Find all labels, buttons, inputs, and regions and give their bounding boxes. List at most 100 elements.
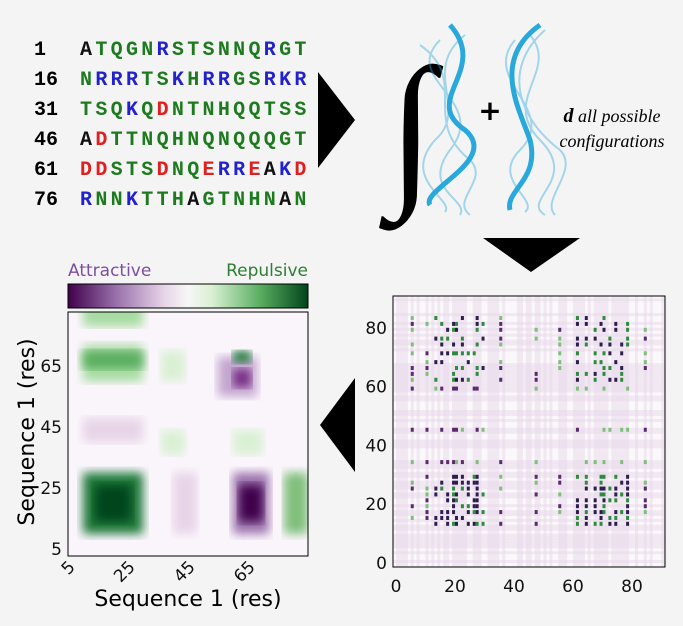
cell xyxy=(602,371,606,376)
y-tick-label: 65 xyxy=(40,357,62,377)
cell xyxy=(410,386,414,391)
cell xyxy=(472,474,476,479)
cell xyxy=(460,377,464,382)
cell xyxy=(410,515,414,520)
cell xyxy=(452,327,456,332)
y-tick-label: 80 xyxy=(365,319,387,339)
cell xyxy=(481,521,485,526)
cell xyxy=(584,504,588,509)
cell xyxy=(440,486,444,491)
x-tick-label: 5 xyxy=(58,557,80,579)
residue: H xyxy=(248,189,263,212)
cell xyxy=(620,480,624,485)
cell xyxy=(614,321,618,326)
cell xyxy=(481,427,485,432)
cell xyxy=(440,351,444,356)
cell xyxy=(475,371,479,376)
cell xyxy=(475,386,479,391)
cell xyxy=(558,366,562,371)
cell xyxy=(599,486,603,491)
cell xyxy=(599,510,603,515)
cell xyxy=(599,474,603,479)
cell xyxy=(614,498,618,503)
x-tick-label: 60 xyxy=(562,577,584,597)
heat-blob xyxy=(83,350,143,370)
residue: R xyxy=(264,69,279,92)
residue: D xyxy=(95,159,110,182)
cell xyxy=(584,498,588,503)
cell xyxy=(452,386,456,391)
cell xyxy=(440,427,444,432)
residues: DDSTSDNQERREAKD xyxy=(80,159,310,182)
cell xyxy=(534,460,538,465)
colorbar-high-label: Repulsive xyxy=(226,261,308,281)
residue: Q xyxy=(264,129,279,152)
cell xyxy=(466,360,470,365)
cell xyxy=(620,460,624,465)
residue: N xyxy=(218,129,233,152)
stripe xyxy=(393,386,665,390)
cell xyxy=(452,504,456,509)
cell xyxy=(475,321,479,326)
cell xyxy=(452,351,456,356)
x-tick-label: 20 xyxy=(444,577,466,597)
cell xyxy=(575,521,579,526)
cell xyxy=(575,498,579,503)
cell xyxy=(643,327,647,332)
cell xyxy=(481,321,485,326)
residue: T xyxy=(218,189,233,212)
residue: D xyxy=(157,99,172,122)
cell xyxy=(446,327,450,332)
cell xyxy=(410,366,414,371)
cell xyxy=(410,316,414,321)
measure-text: d all possible xyxy=(563,105,660,127)
cell xyxy=(608,498,612,503)
y-tick-label: 45 xyxy=(40,418,62,438)
cell xyxy=(602,351,606,356)
cell xyxy=(599,342,603,347)
heat-blob xyxy=(161,350,185,382)
stripe xyxy=(393,342,665,346)
cell xyxy=(460,474,464,479)
stripe xyxy=(558,296,562,567)
y-tick-label: 40 xyxy=(365,436,387,456)
cell xyxy=(446,460,450,465)
cell xyxy=(455,321,458,326)
cell xyxy=(455,498,458,503)
cell xyxy=(440,386,444,391)
cell xyxy=(593,510,597,515)
cell xyxy=(614,521,618,526)
cell xyxy=(620,377,624,382)
cell xyxy=(410,327,414,332)
cell xyxy=(575,510,579,515)
cell xyxy=(558,342,562,347)
residue: R xyxy=(218,69,233,92)
cell xyxy=(643,486,647,491)
cell xyxy=(460,480,464,485)
cell xyxy=(460,515,464,520)
residue: Q xyxy=(233,129,248,152)
cell xyxy=(460,427,464,432)
residue: N xyxy=(80,69,95,92)
cell xyxy=(558,360,562,365)
arrow-down xyxy=(483,238,580,272)
cell xyxy=(499,327,503,332)
ticks: 5 25 45 65 5 25 45 65 0 20 40 60 80 0 20 40 60 80 xyxy=(40,319,642,597)
right-heatmap xyxy=(393,296,665,567)
residue: S xyxy=(203,39,218,62)
cell xyxy=(410,377,414,382)
residue: S xyxy=(95,99,110,122)
cell xyxy=(455,515,458,520)
stripe xyxy=(649,296,653,567)
cell xyxy=(499,336,503,341)
residue: A xyxy=(80,129,95,152)
cell xyxy=(558,351,562,356)
cell xyxy=(575,371,579,376)
cell xyxy=(472,480,476,485)
cell xyxy=(534,371,538,376)
cell xyxy=(460,336,464,341)
stripe xyxy=(393,383,665,387)
cell xyxy=(643,336,647,341)
cell xyxy=(620,351,624,356)
stripe xyxy=(599,296,603,567)
